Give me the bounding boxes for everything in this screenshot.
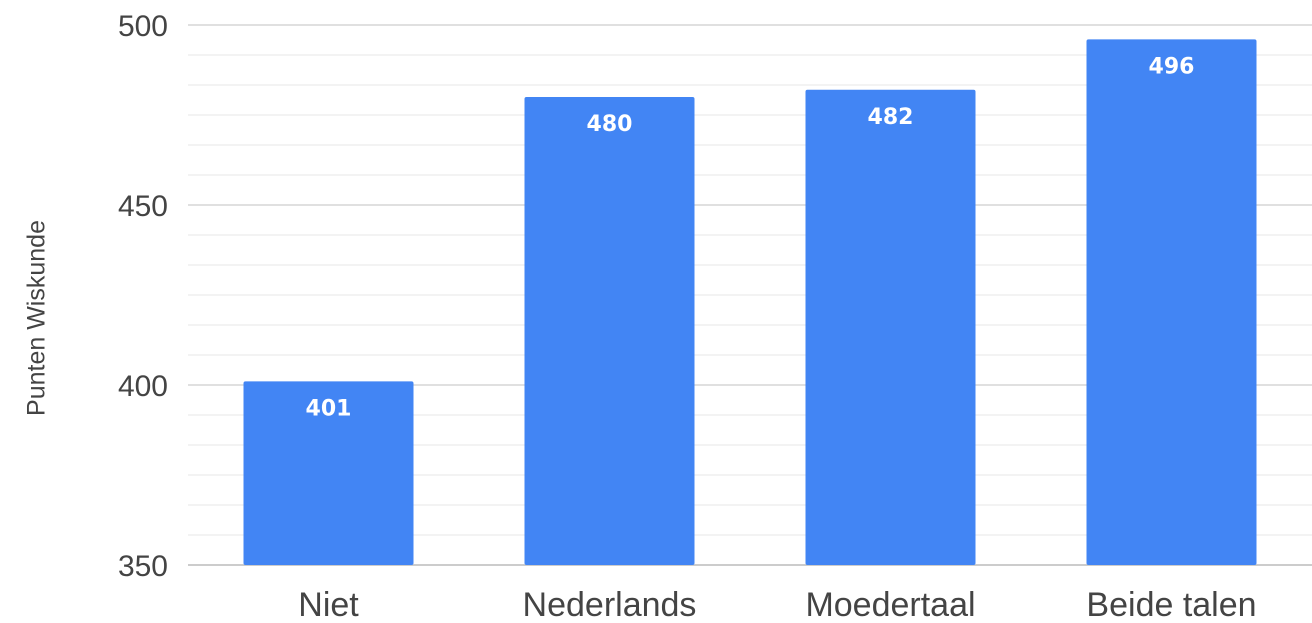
bar <box>805 89 976 566</box>
data-label: 401 <box>306 396 352 421</box>
data-label: 480 <box>587 112 633 137</box>
bar <box>524 97 695 565</box>
x-axis-ticks: Niet Nederlands Moedertaal Beide talen <box>298 586 1256 623</box>
x-tick-label: Nederlands <box>523 586 697 623</box>
y-axis-title: Punten Wiskunde <box>22 220 51 416</box>
bar <box>1086 39 1257 565</box>
bar <box>243 381 414 565</box>
data-labels: 401 480 482 496 <box>306 54 1195 421</box>
y-axis-ticks: 350 400 450 500 <box>118 10 168 583</box>
y-tick-label: 400 <box>118 370 168 403</box>
x-tick-label: Niet <box>298 586 359 623</box>
data-label: 482 <box>868 105 914 130</box>
y-tick-label: 350 <box>118 550 168 583</box>
y-tick-label: 500 <box>118 10 168 43</box>
x-tick-label: Moedertaal <box>805 586 975 623</box>
y-tick-label: 450 <box>118 190 168 223</box>
data-label: 496 <box>1149 54 1195 79</box>
bars <box>243 39 1257 566</box>
x-tick-label: Beide talen <box>1086 586 1256 623</box>
